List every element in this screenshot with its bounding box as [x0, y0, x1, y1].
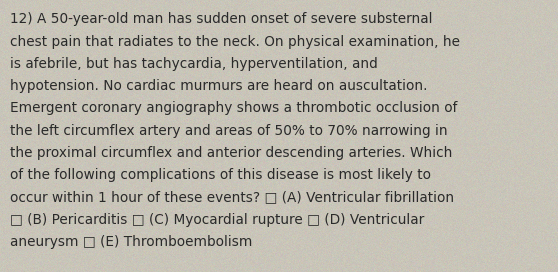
Text: □ (B) Pericarditis □ (C) Myocardial rupture □ (D) Ventricular: □ (B) Pericarditis □ (C) Myocardial rupt… — [10, 213, 424, 227]
Text: the proximal circumflex and anterior descending arteries. Which: the proximal circumflex and anterior des… — [10, 146, 453, 160]
Text: of the following complications of this disease is most likely to: of the following complications of this d… — [10, 168, 431, 182]
Text: occur within 1 hour of these events? □ (A) Ventricular fibrillation: occur within 1 hour of these events? □ (… — [10, 191, 454, 205]
Text: chest pain that radiates to the neck. On physical examination, he: chest pain that radiates to the neck. On… — [10, 35, 460, 48]
Text: the left circumflex artery and areas of 50% to 70% narrowing in: the left circumflex artery and areas of … — [10, 124, 448, 138]
Text: is afebrile, but has tachycardia, hyperventilation, and: is afebrile, but has tachycardia, hyperv… — [10, 57, 378, 71]
Text: 12) A 50-year-old man has sudden onset of severe substernal: 12) A 50-year-old man has sudden onset o… — [10, 12, 432, 26]
Text: aneurysm □ (E) Thromboembolism: aneurysm □ (E) Thromboembolism — [10, 235, 252, 249]
Text: hypotension. No cardiac murmurs are heard on auscultation.: hypotension. No cardiac murmurs are hear… — [10, 79, 427, 93]
Text: Emergent coronary angiography shows a thrombotic occlusion of: Emergent coronary angiography shows a th… — [10, 101, 458, 115]
